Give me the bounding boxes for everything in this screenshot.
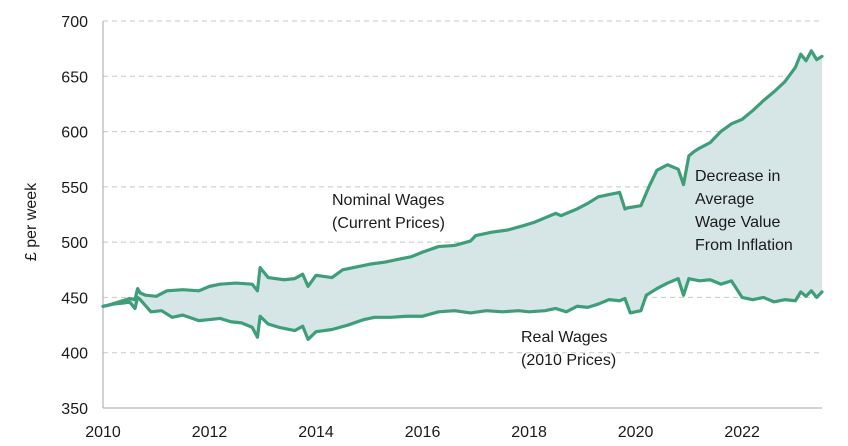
- annotation-real: Real Wages (2010 Prices): [521, 329, 616, 369]
- real-wages-line: [101, 277, 824, 342]
- annotation-gap: Decrease in Average Wage Value From Infl…: [695, 168, 793, 254]
- axes: [102, 21, 822, 409]
- x-tick-label: 2014: [298, 424, 334, 441]
- annotation-nominal-line-2: (Current Prices): [332, 215, 445, 232]
- y-axis-label: £ per week: [23, 182, 40, 261]
- inflation-gap-area: [103, 50, 822, 340]
- annotation-real-line-1: Real Wages: [521, 329, 608, 346]
- series-lines: [101, 49, 824, 342]
- annotation-gap-line-4: From Inflation: [695, 237, 793, 254]
- annotation-nominal-line-1: Nominal Wages: [332, 192, 444, 209]
- annotation-gap-line-2: Average: [695, 191, 754, 208]
- y-tick-label: 350: [61, 401, 88, 418]
- y-tick-label: 650: [61, 69, 88, 86]
- tick-labels: 350 400 450 500 550 600 650 700 2010 2012 2014 2016…: [61, 14, 760, 441]
- y-tick-label: 500: [61, 235, 88, 252]
- y-tick-label: 400: [61, 346, 88, 363]
- y-tick-label: 700: [61, 14, 88, 31]
- annotation-nominal: Nominal Wages (Current Prices): [332, 192, 445, 232]
- y-tick-label: 550: [61, 180, 88, 197]
- x-tick-label: 2016: [405, 424, 441, 441]
- y-tick-label: 600: [61, 125, 88, 142]
- annotation-real-line-2: (2010 Prices): [521, 352, 616, 369]
- annotation-gap-line-3: Wage Value: [695, 214, 780, 231]
- x-tick-label: 2020: [618, 424, 654, 441]
- y-tick-label: 450: [61, 290, 88, 307]
- annotation-gap-line-1: Decrease in: [695, 168, 780, 185]
- x-tick-label: 2022: [724, 424, 760, 441]
- x-tick-label: 2018: [511, 424, 547, 441]
- x-tick-label: 2012: [192, 424, 228, 441]
- nominal-wages-line: [101, 49, 824, 308]
- x-tick-label: 2010: [85, 424, 121, 441]
